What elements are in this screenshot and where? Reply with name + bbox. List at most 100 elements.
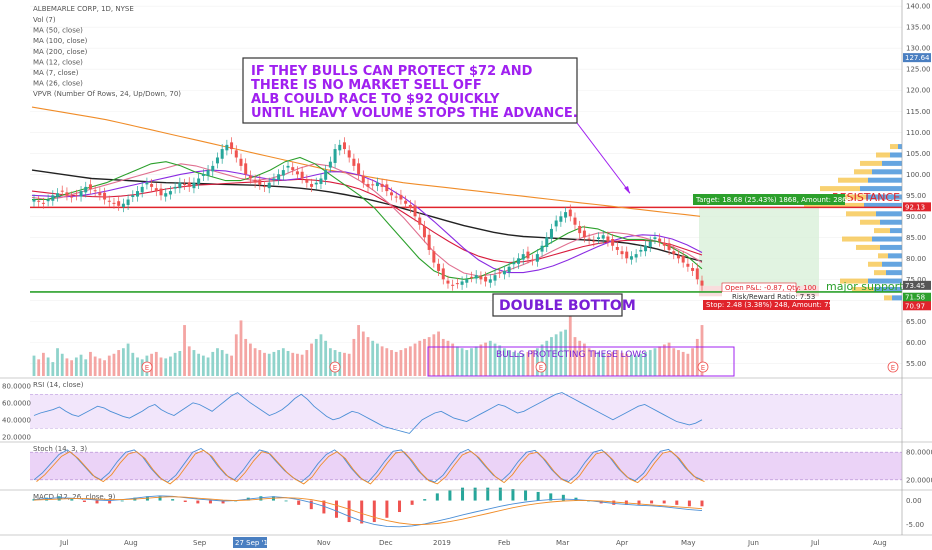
vpvr-up-bar (874, 270, 886, 276)
candle-body (314, 182, 318, 185)
price-tick-label: 60.00 (906, 339, 926, 347)
volume-bar (192, 350, 196, 376)
candle-body (606, 236, 610, 242)
macd-histogram-bar (423, 499, 427, 501)
candle-body (263, 186, 267, 188)
macd-histogram-bar (511, 489, 515, 501)
candle-body (112, 202, 116, 204)
volume-bar (357, 325, 360, 376)
earnings-marker-label: E (539, 364, 543, 372)
macd-histogram-bar (687, 500, 691, 507)
candle-body (601, 235, 605, 239)
price-tick-label: 55.00 (906, 360, 926, 368)
volume-bar (582, 343, 586, 376)
candle-body (498, 272, 502, 274)
candle-body (427, 234, 431, 250)
pane-label: RSI (14, close) (33, 381, 84, 389)
legend-item: MA (100, close) (33, 37, 88, 45)
macd-histogram-bar (574, 497, 578, 501)
candle-body (201, 174, 205, 176)
volume-bar (474, 346, 478, 376)
vpvr-down-bar (860, 186, 902, 192)
candle-body (564, 212, 568, 218)
candle-body (295, 171, 299, 175)
candle-body (98, 192, 102, 196)
volume-bar (540, 344, 544, 376)
volume-bar (173, 352, 177, 376)
volume-bar (267, 353, 271, 376)
open-pl-text: Open P&L: -0.87, Qty: 100 (725, 284, 816, 292)
volume-bar (328, 348, 332, 376)
vpvr-up-bar (860, 160, 882, 166)
candle-body (79, 191, 83, 197)
volume-bar (418, 340, 422, 376)
volume-bar (46, 357, 50, 376)
candle-body (366, 183, 370, 187)
candle-body (56, 193, 60, 197)
resistance-label: RESISTANCE (832, 191, 900, 204)
volume-bar (253, 348, 257, 376)
volume-bar (376, 343, 379, 376)
candle-body (126, 199, 130, 205)
volume-bar (399, 350, 403, 376)
volume-bar (677, 350, 680, 376)
vpvr-up-bar (860, 219, 880, 225)
price-tag-label: 127.64 (905, 54, 930, 62)
volume-bar (56, 348, 59, 376)
candle-body (455, 283, 459, 285)
rsi-band (30, 394, 902, 429)
volume-bar (691, 348, 694, 376)
candle-body (173, 186, 177, 189)
double-bottom-box (492, 293, 623, 317)
vpvr-up-bar (852, 286, 874, 292)
volume-bar (296, 353, 299, 376)
volume-bar (244, 338, 248, 376)
ticker-title: ALBEMARLE CORP, 1D, NYSE (33, 5, 134, 13)
x-tick-label: Jun (747, 539, 759, 547)
candle-body (535, 254, 539, 262)
volume-bar (423, 338, 426, 376)
earnings-marker-circle (329, 361, 341, 373)
vpvr-up-bar (838, 177, 868, 183)
macd-histogram-bar (448, 490, 452, 501)
volume-bar (84, 359, 88, 376)
legend-item: MA (26, close) (33, 80, 83, 88)
volume-bar (220, 350, 224, 376)
volume-bar (32, 355, 36, 376)
legend-item: MA (50, close) (33, 27, 83, 35)
macd-signal-line (33, 496, 703, 525)
moving-average-lines (31, 106, 703, 280)
volume-bar (592, 350, 596, 376)
macd-histogram-bar (347, 500, 351, 523)
candle-body (681, 255, 685, 263)
x-tick-label: Apr (616, 539, 628, 547)
candle-body (644, 245, 648, 252)
macd-histogram-bar (461, 487, 465, 501)
vpvr-down-bar (892, 295, 902, 301)
candle-body (422, 225, 426, 238)
candle-body (225, 144, 229, 151)
vpvr-down-bar (880, 219, 902, 225)
vpvr-down-bar (882, 160, 902, 166)
volume-bar (37, 359, 41, 376)
volume-bar (352, 338, 356, 376)
candle-body (653, 237, 657, 240)
vpvr-up-bar (868, 261, 882, 267)
volume-bar (248, 343, 252, 376)
annotation-line-3: ALB COULD RACE TO $92 QUICKLY (251, 92, 500, 107)
legend-item: MA (200, close) (33, 48, 88, 56)
macd-histogram-bar (158, 496, 162, 501)
volume-bar (484, 342, 488, 376)
volume-bar (117, 350, 121, 376)
macd-histogram-bar (70, 499, 74, 501)
x-tick-label: Jul (810, 539, 820, 547)
candle-body (615, 246, 619, 250)
earnings-marker-label: E (333, 364, 337, 372)
volume-bar (427, 337, 431, 376)
volume-bar (568, 297, 572, 376)
volume-bar (437, 331, 440, 376)
volume-bar (277, 350, 281, 376)
candle-body (629, 256, 633, 260)
macd-histogram-bar (372, 500, 376, 523)
